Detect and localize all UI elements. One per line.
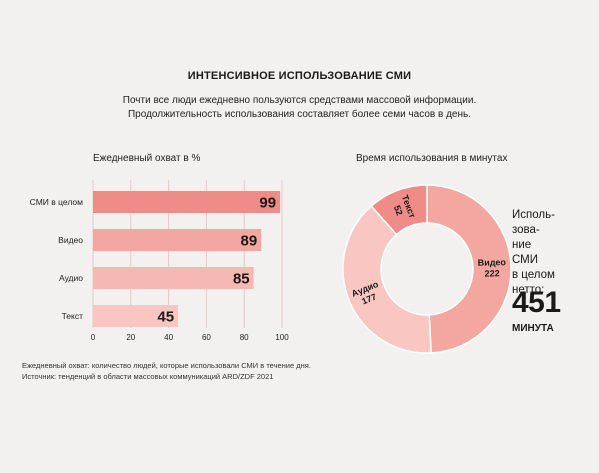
category-label: СМИ в целом xyxy=(30,197,83,207)
donut-slice xyxy=(342,205,432,354)
page-subtitle: Почти все люди ежедневно пользуются сред… xyxy=(0,94,599,122)
x-tick-label: 20 xyxy=(126,333,135,342)
x-tick-label: 80 xyxy=(240,333,249,342)
subtitle-line-1: Почти все люди ежедневно пользуются сред… xyxy=(122,95,477,106)
bar xyxy=(93,229,262,251)
value-label: 85 xyxy=(233,271,250,288)
footnote-source: Источник: тенденций в области массовых к… xyxy=(22,372,274,381)
summary-line: нетто: xyxy=(512,284,545,296)
category-label: Видео xyxy=(58,235,83,245)
slice-category-label: Видео xyxy=(478,257,507,268)
x-tick-label: 100 xyxy=(275,333,289,342)
bar xyxy=(93,267,254,289)
x-tick-label: 60 xyxy=(202,333,211,342)
category-label: Текст xyxy=(62,311,84,321)
footnotes: Ежедневный охват: количество людей, кото… xyxy=(22,360,311,382)
summary-text: Исполь- зова- ние СМИ в целом нетто: xyxy=(512,208,555,298)
page-title: ИНТЕНСИВНОЕ ИСПОЛЬЗОВАНИЕ СМИ xyxy=(187,70,412,82)
summary-line: в целом xyxy=(512,269,555,281)
donut-slice xyxy=(370,184,428,236)
slice-value-label: 52 xyxy=(392,204,405,217)
value-label: 99 xyxy=(259,195,276,212)
summary-line: СМИ xyxy=(512,254,539,266)
total-minutes: 451 xyxy=(512,286,561,319)
bar-chart-title: Ежедневный охват в % xyxy=(93,153,201,164)
value-label: 45 xyxy=(157,309,174,326)
value-label: 89 xyxy=(241,233,258,250)
footnote-reach: Ежедневный охват: количество людей, кото… xyxy=(22,361,311,370)
category-label: Аудио xyxy=(59,273,83,283)
x-tick-label: 40 xyxy=(164,333,173,342)
summary-line: зова- xyxy=(512,224,540,236)
summary-line: Исполь- xyxy=(512,209,555,221)
bar xyxy=(93,305,179,327)
total-unit: МИНУТА xyxy=(512,323,554,334)
bar xyxy=(93,191,281,213)
slice-value-label: 222 xyxy=(484,268,499,278)
subtitle-line-2: Продолжительность использования составля… xyxy=(127,109,472,120)
donut-chart-title: Время использования в минутах xyxy=(356,153,508,164)
donut-slice xyxy=(426,184,512,354)
x-tick-label: 0 xyxy=(91,333,96,342)
summary-line: ние xyxy=(512,239,532,251)
